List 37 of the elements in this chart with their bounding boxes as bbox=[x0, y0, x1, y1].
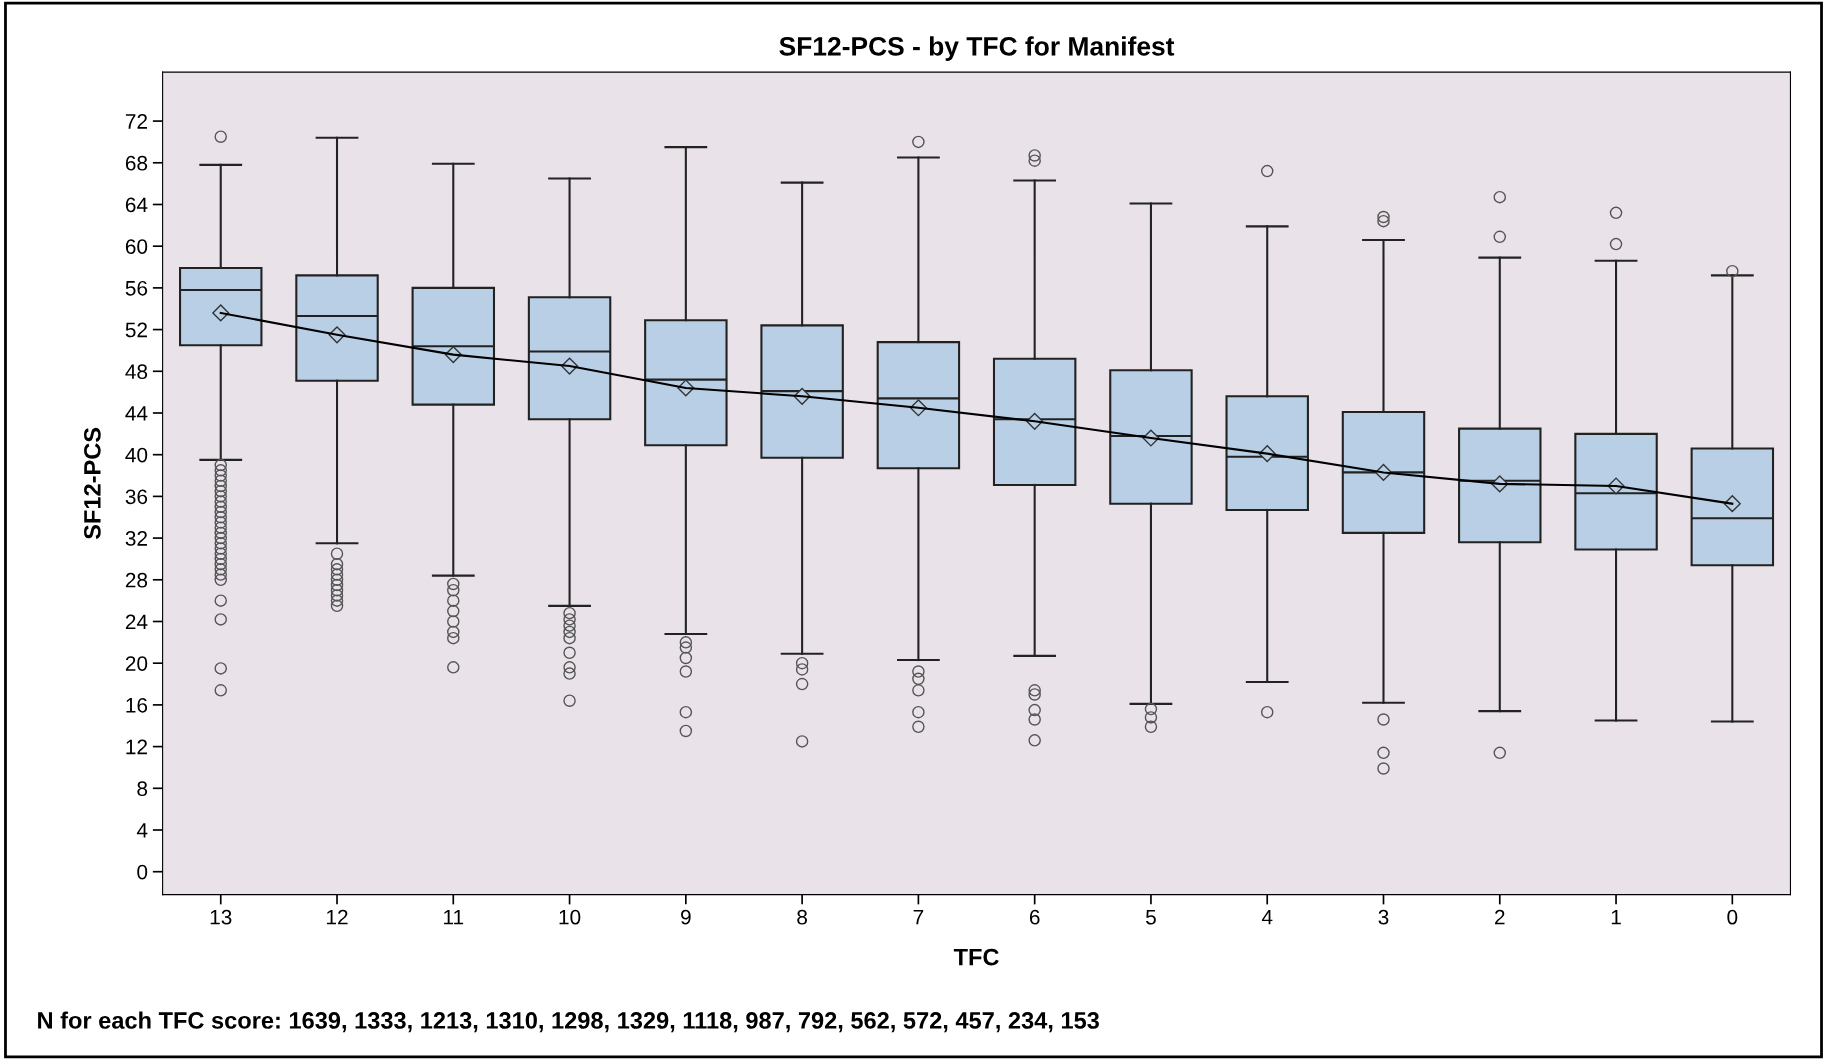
chart-title: SF12-PCS - by TFC for Manifest bbox=[779, 36, 1175, 61]
y-tick-label: 48 bbox=[125, 364, 148, 380]
y-tick-label: 32 bbox=[125, 531, 147, 546]
x-tick-label: 3 bbox=[1378, 909, 1389, 925]
y-tick-label: 20 bbox=[125, 656, 148, 671]
x-tick-label: 2 bbox=[1495, 909, 1505, 925]
y-axis-title: SF12-PCS bbox=[84, 427, 101, 540]
y-tick-label: 68 bbox=[125, 155, 148, 171]
text: N for each TFC score: 1639, 1333, 1213, 1310, 1298, 1329, 1118, 987, 792, 562, 572, 457, 234, 153 bbox=[38, 1011, 1099, 1033]
y-tick-label: 56 bbox=[125, 280, 148, 296]
x-tick-label: 0 bbox=[1727, 909, 1738, 925]
y-tick-label: 24 bbox=[125, 614, 148, 630]
y-tick-label: 8 bbox=[137, 781, 148, 797]
x-tick-label: 5 bbox=[1145, 909, 1156, 925]
y-tick-label: 36 bbox=[125, 489, 148, 505]
y-tick-label: 44 bbox=[125, 406, 148, 421]
x-tick-label: 9 bbox=[681, 909, 691, 925]
x-tick-label: 13 bbox=[210, 909, 232, 925]
y-tick-label: 4 bbox=[136, 823, 148, 838]
y-tick-label: 52 bbox=[125, 322, 147, 338]
y-tick-label: 64 bbox=[125, 197, 148, 213]
y-tick-label: 0 bbox=[137, 864, 148, 880]
y-tick-label: 40 bbox=[125, 447, 148, 463]
y-tick-label: 60 bbox=[125, 239, 148, 254]
x-tick-label: 1 bbox=[1611, 909, 1621, 925]
y-tick-label: 16 bbox=[126, 697, 148, 713]
y-tick-label: 72 bbox=[125, 114, 147, 129]
x-tick-label: 8 bbox=[797, 909, 808, 925]
y-tick-label: 28 bbox=[125, 572, 148, 588]
x-tick-label: 11 bbox=[444, 909, 464, 925]
x-tick-label: 6 bbox=[1029, 909, 1040, 925]
x-tick-label: 4 bbox=[1261, 909, 1273, 925]
x-tick-label: 10 bbox=[559, 909, 581, 925]
y-tick-label: 12 bbox=[126, 739, 147, 755]
x-tick-label: 7 bbox=[913, 909, 924, 925]
x-tick-label: 12 bbox=[327, 909, 348, 925]
x-axis-title: TFC bbox=[953, 948, 999, 966]
